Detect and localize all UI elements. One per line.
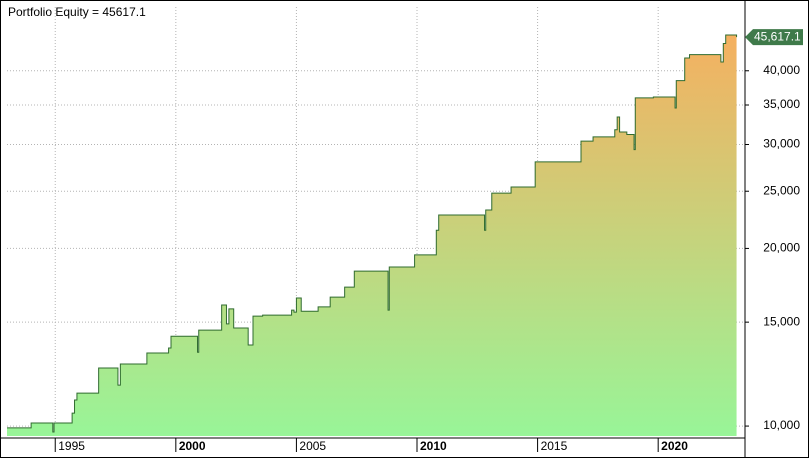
y-tick-label: 30,000: [763, 137, 800, 151]
y-tick-label: 35,000: [763, 97, 800, 111]
x-tick-label: 2015: [541, 439, 568, 453]
line: [7, 34, 738, 433]
y-tick-label: 20,000: [763, 241, 800, 255]
x-tick-label: 2010: [420, 439, 447, 453]
x-tick-label: 2000: [179, 439, 206, 453]
x-tick-label: 2005: [299, 439, 326, 453]
last-value-tag: [745, 29, 803, 46]
x-tick-label: 1995: [58, 439, 85, 453]
area: [7, 35, 737, 436]
chart-title: Portfolio Equity = 45617.1: [8, 5, 146, 19]
y-tick-label: 25,000: [763, 183, 800, 197]
y-tick-label: 40,000: [763, 63, 800, 77]
y-tick-label: 15,000: [763, 314, 800, 328]
x-tick-label: 2020: [661, 439, 688, 453]
y-tick-label: 10,000: [763, 418, 800, 432]
last-value-label: 45,617.1: [754, 29, 801, 43]
